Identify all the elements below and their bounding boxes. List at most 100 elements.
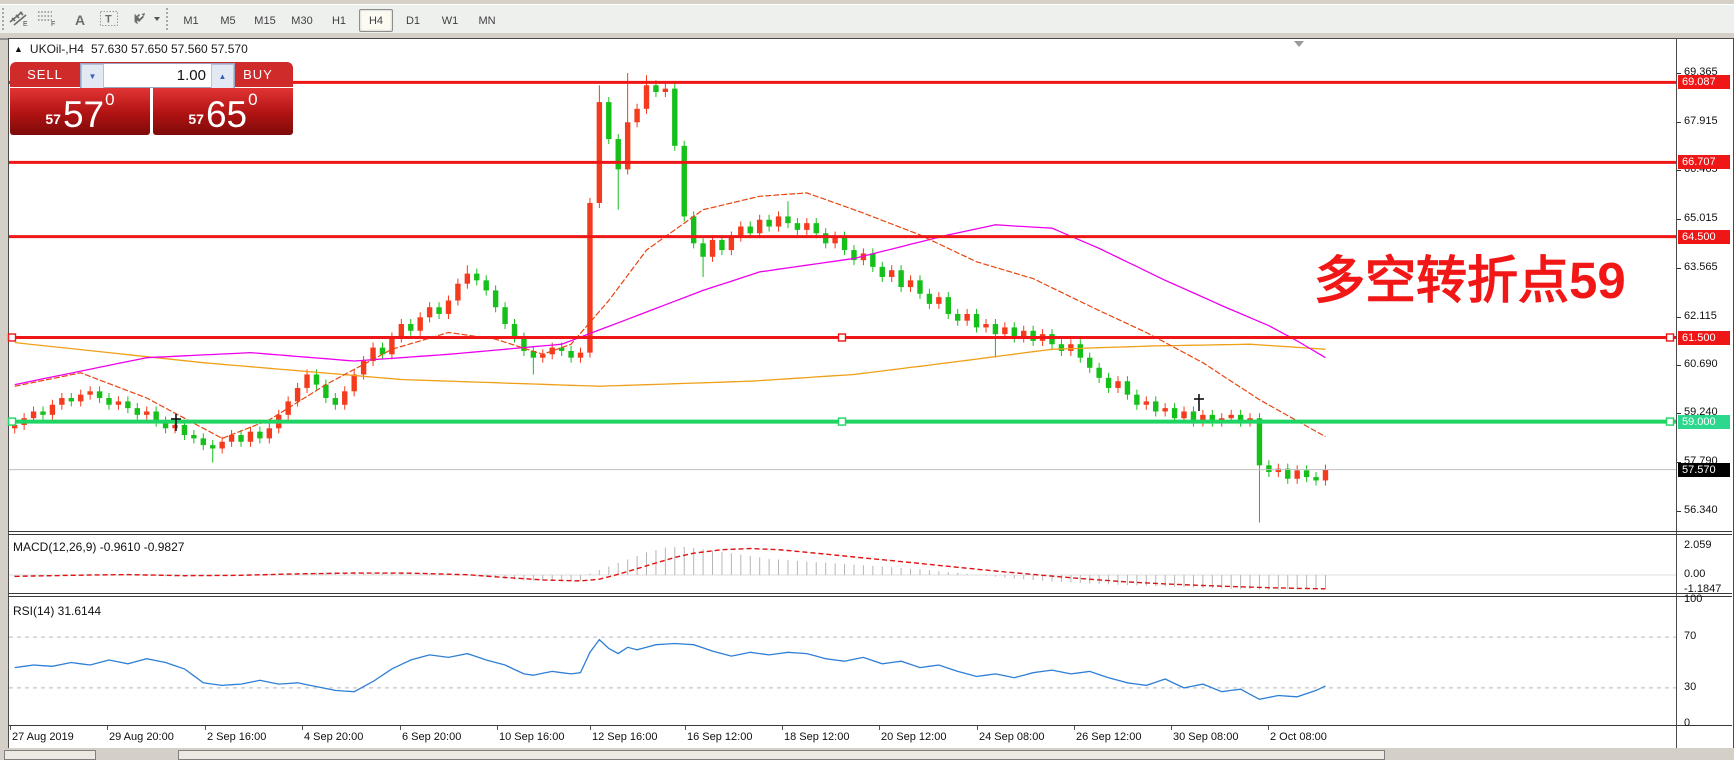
- price-line-badge: 64.500: [1678, 230, 1730, 244]
- toolbar: E F A T M1 M5 M15 M30 H1 H4 D1 W1 MN: [0, 4, 1734, 35]
- time-axis-label: 16 Sep 12:00: [687, 731, 753, 743]
- macd-scale-label: 0.00: [1684, 568, 1706, 580]
- time-axis-label: 29 Aug 20:00: [109, 731, 174, 743]
- chart-title: ▲ UKOil-,H4 57.630 57.650 57.560 57.570: [14, 42, 248, 56]
- axis-tick: [1677, 170, 1681, 171]
- time-axis-label: 4 Sep 20:00: [304, 731, 364, 743]
- time-axis-tick: [302, 726, 303, 730]
- timeframe-button-h4[interactable]: H4: [359, 9, 393, 32]
- time-axis-label: 20 Sep 12:00: [881, 731, 947, 743]
- timeframe-button-m15[interactable]: M15: [254, 14, 276, 27]
- price-scale-separator: [1676, 38, 1677, 748]
- macd-scale-label: -1.1847: [1684, 583, 1722, 595]
- volume-decrease-button[interactable]: ▼: [81, 64, 104, 89]
- chart-text-annotation[interactable]: 多空转折点59: [1314, 252, 1626, 309]
- macd-scale-label: 2.059: [1684, 539, 1712, 551]
- time-axis-label: 2 Sep 16:00: [207, 731, 267, 743]
- time-axis-label: 12 Sep 16:00: [592, 731, 658, 743]
- ask-prefix: 57: [188, 111, 204, 127]
- sell-button[interactable]: SELL: [27, 67, 63, 82]
- time-axis-tick: [400, 726, 401, 730]
- panel-separator[interactable]: [8, 596, 1732, 597]
- minimized-window-tab[interactable]: [178, 750, 1385, 760]
- minimized-windows-strip: [0, 748, 1734, 760]
- timeframe-button-h1[interactable]: H1: [331, 14, 347, 27]
- panel-separator[interactable]: [8, 531, 1732, 532]
- one-click-trading-panel: SELL BUY ▼ ▲ 57 57 0 57 65 0: [10, 62, 293, 135]
- price-axis-label: 60.690: [1684, 358, 1718, 370]
- axis-tick: [1677, 413, 1681, 414]
- chart-window: [8, 38, 1734, 750]
- price-line-badge: 59.000: [1678, 415, 1730, 429]
- text-label-tool-icon[interactable]: A: [74, 11, 86, 28]
- panel-separator[interactable]: [8, 534, 1732, 535]
- time-axis-tick: [782, 726, 783, 730]
- price-line-badge: 69.087: [1678, 75, 1730, 89]
- price-axis-label: 65.015: [1684, 212, 1718, 224]
- rsi-scale-label: 100: [1684, 593, 1703, 605]
- timeframe-buttons: M1 M5 M15 M30 H1 H4 D1 W1 MN: [174, 9, 504, 32]
- collapse-arrow-icon[interactable]: ▲: [14, 44, 23, 54]
- time-axis-tick: [977, 726, 978, 730]
- ask-price-tile[interactable]: 57 65 0: [153, 88, 293, 135]
- axis-tick: [1677, 122, 1681, 123]
- time-axis-tick: [205, 726, 206, 730]
- timeframe-button-m30[interactable]: M30: [291, 14, 313, 27]
- panel-separator: [8, 725, 1732, 726]
- svg-text:E: E: [23, 21, 28, 27]
- arrows-tool-icon[interactable]: [128, 9, 162, 30]
- price-axis-label: 62.115: [1684, 310, 1717, 322]
- time-axis-label: 27 Aug 2019: [12, 731, 74, 743]
- rsi-scale-label: 0: [1684, 717, 1691, 729]
- time-axis-tick: [879, 726, 880, 730]
- minimized-window-tab[interactable]: [4, 750, 96, 760]
- time-axis-label: 18 Sep 12:00: [784, 731, 850, 743]
- axis-tick: [1677, 219, 1681, 220]
- time-axis-label: 6 Sep 20:00: [402, 731, 462, 743]
- price-axis-label: 56.340: [1684, 504, 1718, 516]
- volume-increase-button[interactable]: ▲: [211, 64, 234, 89]
- axis-tick: [1677, 511, 1681, 512]
- svg-text:T: T: [105, 14, 112, 26]
- equidistant-channel-tool-icon[interactable]: E: [8, 9, 32, 30]
- time-axis-tick: [107, 726, 108, 730]
- axis-tick: [1677, 365, 1681, 366]
- timeframe-button-m1[interactable]: M1: [183, 14, 199, 27]
- time-axis[interactable]: 27 Aug 2019 29 Aug 20:00 2 Sep 16:00 4 Sep …: [9, 726, 1676, 748]
- axis-tick: [1677, 462, 1681, 463]
- volume-stepper: ▼ ▲: [80, 63, 235, 89]
- time-axis-label: 10 Sep 16:00: [499, 731, 565, 743]
- ask-big-digits: 65: [205, 93, 248, 135]
- time-axis-tick: [1171, 726, 1172, 730]
- time-axis-tick: [685, 726, 686, 730]
- price-axis-label: 63.565: [1684, 261, 1718, 273]
- price-axis-label: 67.915: [1684, 115, 1718, 127]
- timeframe-button-m5[interactable]: M5: [220, 14, 236, 27]
- rsi-indicator-label: RSI(14) 31.6144: [13, 604, 102, 618]
- panel-separator[interactable]: [8, 593, 1732, 594]
- time-axis-label: 24 Sep 08:00: [979, 731, 1045, 743]
- volume-input[interactable]: [104, 64, 211, 87]
- axis-tick: [1677, 317, 1681, 318]
- axis-tick: [1677, 268, 1681, 269]
- timeframe-button-mn[interactable]: MN: [478, 14, 496, 27]
- toolbar-grip[interactable]: [166, 8, 172, 30]
- macd-indicator-label: MACD(12,26,9) -0.9610 -0.9827: [13, 540, 185, 554]
- ohlc-values: 57.630 57.650 57.560 57.570: [90, 42, 248, 56]
- time-axis-tick: [1268, 726, 1269, 730]
- svg-text:F: F: [51, 21, 55, 27]
- rsi-scale-label: 30: [1684, 681, 1697, 693]
- toolbar-grip[interactable]: [2, 8, 8, 30]
- bid-price-tile[interactable]: 57 57 0: [10, 88, 150, 135]
- fibonacci-tool-icon[interactable]: F: [36, 9, 60, 30]
- price-line-badge: 66.707: [1678, 155, 1730, 169]
- bid-prefix: 57: [45, 111, 61, 127]
- text-tool-icon[interactable]: T: [98, 9, 122, 30]
- bid-big-digits: 57: [62, 93, 105, 135]
- time-axis-label: 2 Oct 08:00: [1270, 731, 1327, 743]
- timeframe-button-w1[interactable]: W1: [441, 14, 459, 27]
- timeframe-button-d1[interactable]: D1: [405, 14, 421, 27]
- buy-button[interactable]: BUY: [243, 67, 273, 82]
- time-axis-tick: [1074, 726, 1075, 730]
